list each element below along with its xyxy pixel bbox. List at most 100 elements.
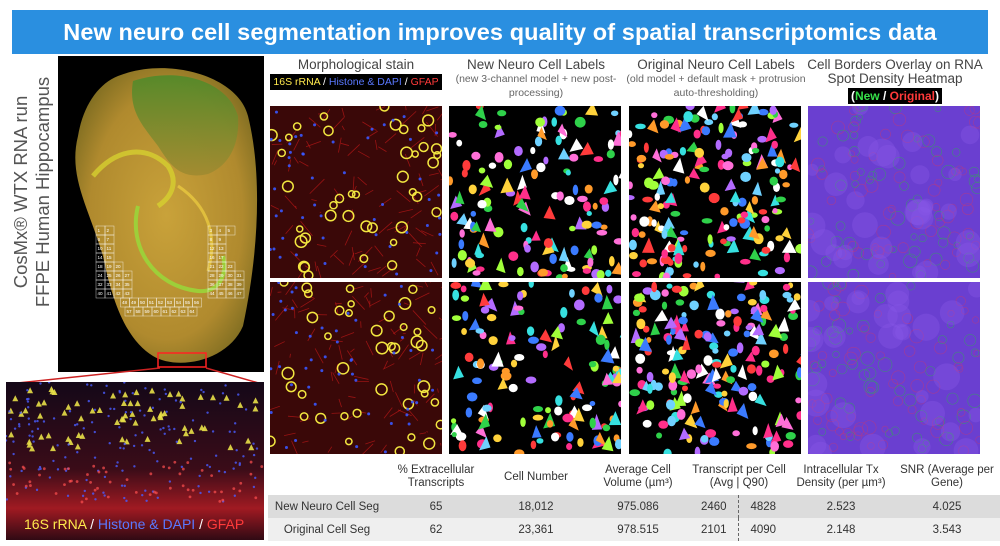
- cell-density: 2.148: [788, 518, 894, 541]
- svg-text:58: 58: [136, 309, 142, 314]
- svg-text:31: 31: [237, 273, 243, 278]
- tile-overlay-bottom: [808, 282, 980, 454]
- cell-avg-volume: 978.515: [586, 518, 690, 541]
- svg-text:32: 32: [98, 282, 104, 287]
- legend-gfap: GFAP: [206, 516, 245, 532]
- column-title-new-labels: New Neuro Cell Labels: [466, 57, 606, 72]
- svg-text:9: 9: [219, 237, 222, 242]
- svg-text:61: 61: [163, 309, 169, 314]
- svg-text:50: 50: [140, 300, 146, 305]
- svg-text:45: 45: [219, 291, 225, 296]
- svg-text:63: 63: [181, 309, 187, 314]
- svg-text:33: 33: [107, 282, 113, 287]
- column-title-stain: Morphological stain: [297, 57, 415, 72]
- table-header-blank: [268, 459, 386, 495]
- legend-small-sep-1: /: [320, 76, 329, 88]
- legend-small-rrna: 16S rRNA: [273, 76, 321, 88]
- legend-sep-1: /: [86, 516, 98, 532]
- legend-new: New: [854, 89, 880, 103]
- svg-text:42: 42: [116, 291, 122, 296]
- tile-original-labels-bottom: [629, 282, 801, 454]
- svg-text:55: 55: [185, 300, 191, 305]
- column-subtitle-original-labels: (old model + default mask + protrusion a…: [626, 73, 806, 99]
- cell-tx-avg: 2101: [690, 518, 739, 541]
- table-row: Original Cell Seg 62 23,361 978.515 2101…: [268, 518, 1000, 541]
- cell-cell-number: 23,361: [486, 518, 586, 541]
- cell-extracellular: 62: [386, 518, 486, 541]
- svg-text:8: 8: [210, 237, 213, 242]
- legend-small-gfap: GFAP: [410, 76, 439, 88]
- svg-text:60: 60: [154, 309, 160, 314]
- cell-snr: 4.025: [894, 495, 1000, 518]
- svg-text:41: 41: [107, 291, 113, 296]
- cell-cell-number: 18,012: [486, 495, 586, 518]
- table-header: % Extracellular Transcripts: [397, 464, 475, 489]
- tile-stain-top: [270, 106, 442, 278]
- side-title-line1: CosMx® WTX RNA run: [10, 95, 31, 289]
- cell-avg-volume: 975.086: [586, 495, 690, 518]
- legend-small-sep-2: /: [401, 76, 411, 88]
- tile-new-labels-top: [449, 106, 621, 278]
- table-row: New Neuro Cell Seg 65 18,012 975.086 246…: [268, 495, 1000, 518]
- svg-text:12: 12: [210, 246, 216, 251]
- svg-text:36: 36: [210, 282, 216, 287]
- svg-text:43: 43: [125, 291, 131, 296]
- svg-text:18: 18: [98, 264, 104, 269]
- svg-text:23: 23: [228, 264, 234, 269]
- tile-original-labels-top: [629, 106, 801, 278]
- svg-text:34: 34: [116, 282, 122, 287]
- svg-text:44: 44: [210, 291, 216, 296]
- svg-text:26: 26: [116, 273, 122, 278]
- legend-sep-2: /: [195, 516, 207, 532]
- legend-rrna: 16S rRNA: [24, 516, 87, 532]
- svg-text:39: 39: [237, 282, 243, 287]
- svg-text:47: 47: [237, 291, 243, 296]
- stain-legend-small: 16S rRNA / Histone & DAPI / GFAP: [270, 74, 442, 90]
- tile-stain-bottom: [270, 282, 442, 454]
- banner-title: New neuro cell segmentation improves qua…: [63, 18, 937, 45]
- svg-text:38: 38: [228, 282, 234, 287]
- svg-text:7: 7: [107, 237, 110, 242]
- legend-histone: Histone & DAPI: [97, 516, 196, 532]
- cell-tx-q90: 4828: [738, 495, 788, 518]
- svg-text:59: 59: [145, 309, 151, 314]
- svg-text:11: 11: [107, 246, 112, 251]
- svg-text:25: 25: [107, 273, 113, 278]
- svg-text:16: 16: [210, 255, 216, 260]
- side-title: CosMx® WTX RNA run FFPE Human Hippocampu…: [6, 68, 58, 316]
- column-header-original-labels: Original Neuro Cell Labels (old model + …: [625, 58, 807, 100]
- svg-text:48: 48: [122, 300, 128, 305]
- svg-text:3: 3: [210, 228, 213, 233]
- svg-text:6: 6: [98, 237, 101, 242]
- legend-original: Original: [889, 89, 936, 103]
- svg-text:54: 54: [176, 300, 182, 305]
- svg-text:19: 19: [107, 264, 113, 269]
- svg-text:4: 4: [219, 228, 222, 233]
- svg-text:1: 1: [98, 228, 101, 233]
- cell-extracellular: 65: [386, 495, 486, 518]
- svg-text:20: 20: [116, 264, 122, 269]
- column-header-overlay: Cell Borders Overlay on RNA Spot Density…: [804, 58, 986, 104]
- legend-small-histone: Histone & DAPI: [328, 76, 402, 88]
- svg-text:21: 21: [210, 264, 216, 269]
- table-header: Intracellular Tx Density (per µm³): [796, 464, 886, 489]
- svg-text:14: 14: [98, 255, 104, 260]
- tile-new-labels-bottom: [449, 282, 621, 454]
- title-banner: New neuro cell segmentation improves qua…: [12, 10, 988, 54]
- svg-text:46: 46: [228, 291, 234, 296]
- table-header: Cell Number: [504, 470, 568, 483]
- svg-text:29: 29: [219, 273, 225, 278]
- svg-text:17: 17: [219, 255, 225, 260]
- svg-text:24: 24: [98, 273, 104, 278]
- table-header-row: % Extracellular Transcripts Cell Number …: [268, 459, 1000, 495]
- svg-text:28: 28: [210, 273, 216, 278]
- svg-text:10: 10: [98, 246, 104, 251]
- zoomed-tissue-image: 16S rRNA / Histone & DAPI / GFAP: [6, 382, 264, 540]
- svg-text:64: 64: [190, 309, 196, 314]
- svg-text:13: 13: [219, 246, 225, 251]
- column-title-overlay: Cell Borders Overlay on RNA Spot Density…: [807, 57, 983, 86]
- svg-text:27: 27: [125, 273, 131, 278]
- zoom-connector: [7, 367, 263, 385]
- svg-text:57: 57: [127, 309, 133, 314]
- svg-text:62: 62: [172, 309, 178, 314]
